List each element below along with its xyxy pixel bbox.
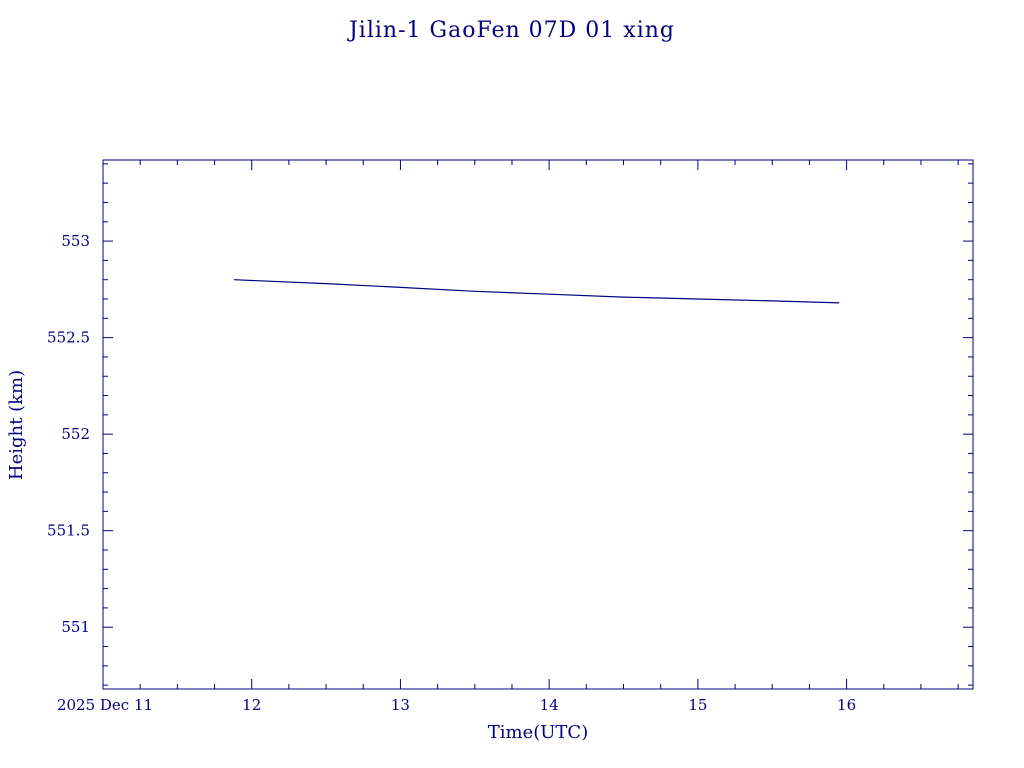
tick-labels: 12 13 14 15 16 551 551.5 552 552.5 553	[47, 232, 856, 714]
y-tick-label: 552.5	[47, 329, 90, 347]
plot-frame	[102, 159, 974, 690]
x-axis-label: Time(UTC)	[488, 722, 588, 743]
x-tick-label: 16	[837, 696, 856, 714]
axis-ticks	[102, 160, 973, 689]
height-series-line	[233, 279, 840, 304]
chart-title: Jilin-1 GaoFen 07D 01 xing	[347, 18, 675, 43]
y-tick-label: 553	[61, 232, 90, 250]
x-axis-start-date: 2025 Dec 11	[57, 696, 153, 714]
x-tick-label: 15	[688, 696, 707, 714]
y-tick-label: 551.5	[47, 522, 90, 540]
x-tick-label: 13	[391, 696, 410, 714]
x-tick-label: 12	[242, 696, 261, 714]
series-layer	[233, 279, 840, 304]
x-tick-label: 14	[540, 696, 559, 714]
y-axis-label: Height (km)	[6, 370, 27, 480]
y-tick-label: 551	[61, 618, 90, 636]
y-tick-label: 552	[61, 425, 90, 443]
